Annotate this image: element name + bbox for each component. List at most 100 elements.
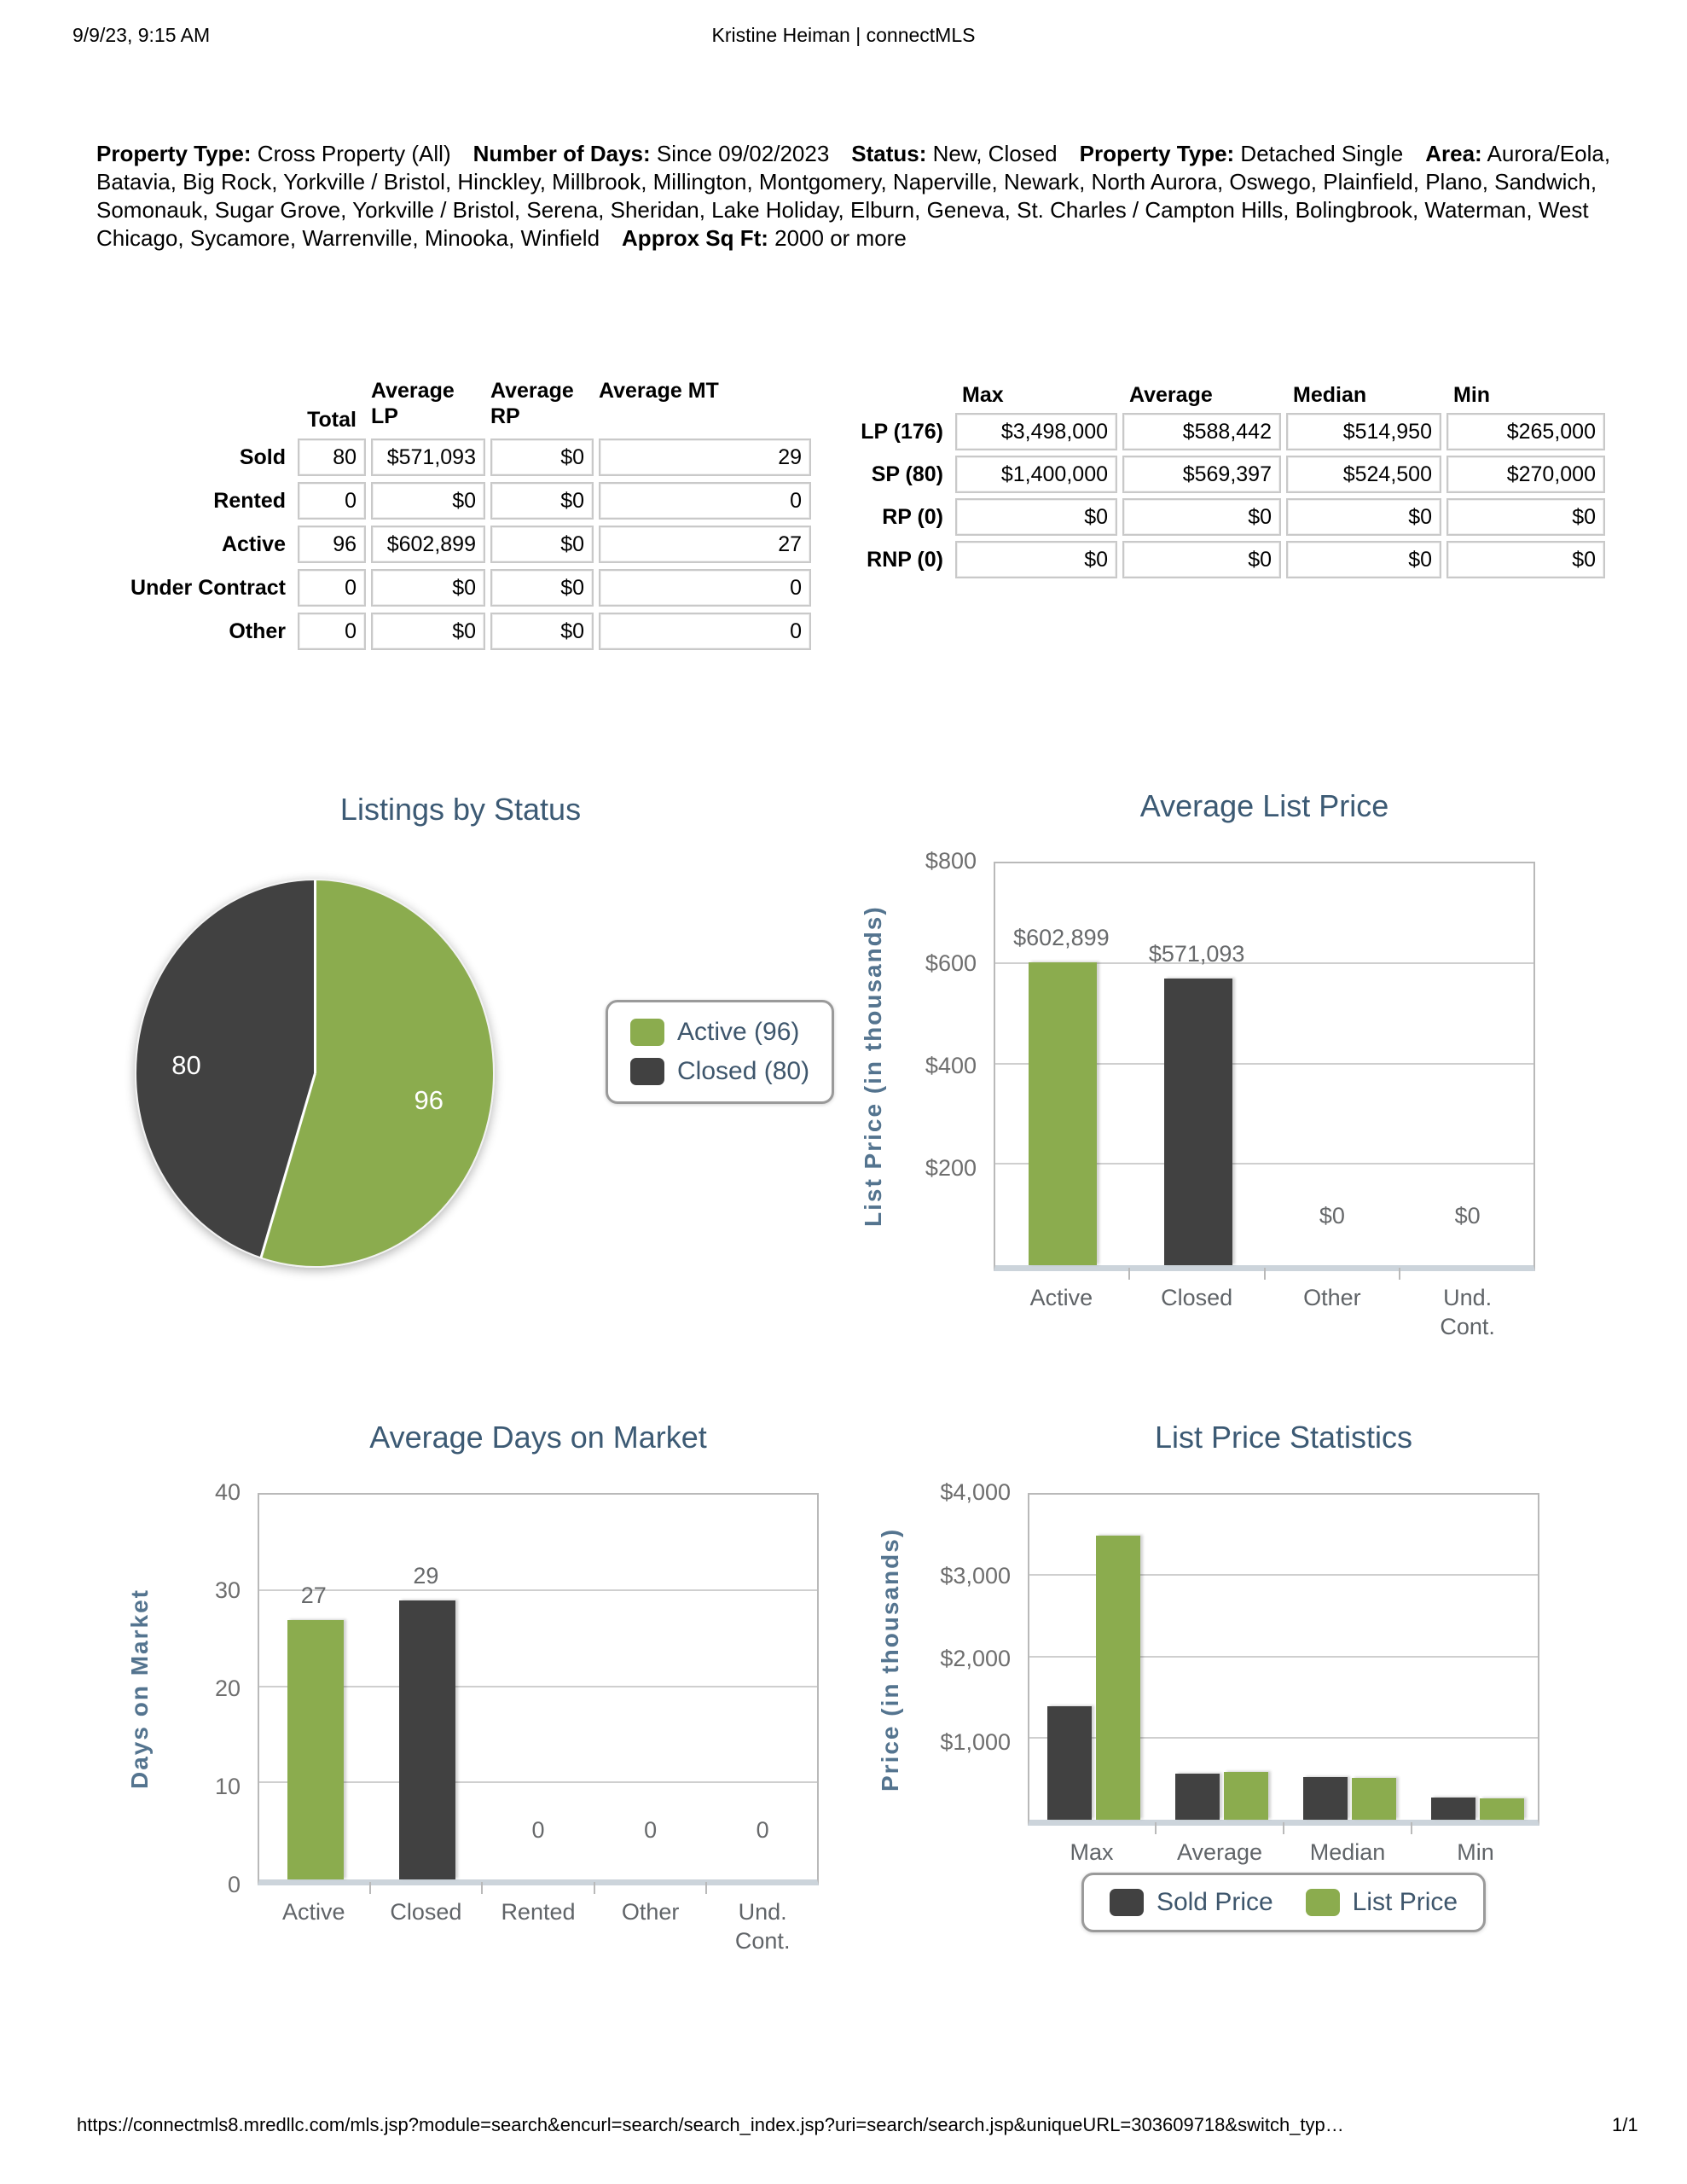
criteria-label-area: Area: xyxy=(1425,141,1482,166)
legend-label: Active (96) xyxy=(677,1018,800,1046)
cell-sold-avg-lp: $571,093 xyxy=(371,439,485,476)
legend-label: Sold Price xyxy=(1156,1888,1273,1916)
sold-price-swatch-icon xyxy=(1109,1889,1144,1916)
active-swatch-icon xyxy=(630,1019,664,1046)
cell-rented-total: 0 xyxy=(298,482,366,520)
cell-rented-avg-lp: $0 xyxy=(371,482,485,520)
row-label-lp: LP (176) xyxy=(861,420,943,444)
cell-active-avg-lp: $602,899 xyxy=(371,526,485,563)
cell-active-avg-rp: $0 xyxy=(490,526,594,563)
cell-sold-avg-rp: $0 xyxy=(490,439,594,476)
cell-rnp-max: $0 xyxy=(955,541,1117,578)
x-tick-label: Active xyxy=(282,1899,345,1925)
x-tick-label: Und. Cont. xyxy=(734,1899,791,1954)
chart-title: Listings by Status xyxy=(339,792,582,827)
y-tick-label: 30 xyxy=(214,1577,241,1603)
y-tick-label: 20 xyxy=(214,1676,241,1701)
row-label-other: Other xyxy=(229,619,286,643)
y-tick-label: $1,000 xyxy=(940,1728,1011,1755)
plot-area xyxy=(1028,1493,1539,1826)
x-axis-tick xyxy=(705,1882,708,1894)
x-axis-tick xyxy=(593,1882,595,1894)
cell-under-contract-avg-lp: $0 xyxy=(371,569,485,607)
row-label-sold: Sold xyxy=(239,445,286,469)
bar-list-price xyxy=(1095,1535,1140,1820)
gridline xyxy=(1029,1574,1538,1577)
row-label-rp: RP (0) xyxy=(882,505,943,529)
x-axis-tick xyxy=(1283,1822,1284,1834)
cell-other-avg-rp: $0 xyxy=(490,613,594,650)
cell-rp-average: $0 xyxy=(1122,498,1281,536)
cell-under-contract-avg-mt: 0 xyxy=(599,569,811,607)
criteria-label-property-type-2: Property Type: xyxy=(1079,141,1235,166)
data-label: 29 xyxy=(413,1563,439,1589)
data-label: $602,899 xyxy=(1013,925,1110,951)
x-axis-tick xyxy=(1155,1822,1157,1834)
cell-sp-average: $569,397 xyxy=(1122,456,1281,493)
search-criteria: Property Type: Cross Property (All) Numbe… xyxy=(96,140,1619,253)
column-header-average-mt: Average MT xyxy=(599,379,719,403)
legend-item-list-price: List Price xyxy=(1305,1888,1458,1917)
criteria-label-approx-sq-ft: Approx Sq Ft: xyxy=(622,225,768,251)
cell-other-avg-mt: 0 xyxy=(599,613,811,650)
column-header-total: Total xyxy=(307,408,357,432)
cell-rnp-average: $0 xyxy=(1122,541,1281,578)
y-tick-label: 0 xyxy=(227,1872,241,1897)
row-label-sp: SP (80) xyxy=(871,462,943,486)
x-tick-label: Max xyxy=(1070,1839,1114,1865)
x-axis-tick xyxy=(368,1882,371,1894)
gridline xyxy=(995,1062,1533,1065)
data-label: 0 xyxy=(531,1817,545,1843)
x-axis-tick xyxy=(1411,1822,1412,1834)
row-label-rented: Rented xyxy=(213,489,286,513)
row-label-active: Active xyxy=(221,532,286,556)
slice-divider xyxy=(258,1072,316,1259)
bar-list-price xyxy=(1479,1798,1524,1820)
x-axis-tick xyxy=(1263,1268,1266,1280)
criteria-value-property-type: Cross Property (All) xyxy=(257,141,451,166)
x-tick-label: Average xyxy=(1176,1839,1263,1865)
cell-lp-average: $588,442 xyxy=(1122,413,1281,450)
x-tick-label: Other xyxy=(621,1899,680,1925)
x-tick-label: Active xyxy=(1029,1285,1093,1310)
cell-rp-max: $0 xyxy=(955,498,1117,536)
cell-rented-avg-rp: $0 xyxy=(490,482,594,520)
data-label: $571,093 xyxy=(1148,940,1245,967)
column-header-max: Max xyxy=(962,383,1004,407)
x-tick-label: Und. Cont. xyxy=(1440,1285,1495,1339)
report-user-title: Kristine Heiman | connectMLS xyxy=(711,24,976,46)
gridline xyxy=(995,1163,1533,1165)
cell-lp-min: $265,000 xyxy=(1446,413,1605,450)
bar-closed xyxy=(399,1600,456,1879)
report-timestamp: 9/9/23, 9:15 AM xyxy=(72,24,211,46)
y-tick-label: $600 xyxy=(925,950,977,976)
x-tick-label: Min xyxy=(1457,1839,1494,1865)
criteria-label-status: Status: xyxy=(851,141,927,166)
slice-divider xyxy=(313,880,316,1073)
column-header-min: Min xyxy=(1453,383,1491,407)
x-tick-label: Other xyxy=(1303,1285,1361,1310)
cell-rnp-min: $0 xyxy=(1446,541,1605,578)
bar-active xyxy=(287,1619,344,1879)
pie-graphic: 80 96 xyxy=(135,879,495,1268)
cell-rp-min: $0 xyxy=(1446,498,1605,536)
gridline xyxy=(259,1685,817,1687)
data-label: 0 xyxy=(756,1817,769,1843)
x-tick-label: Closed xyxy=(390,1899,462,1925)
cell-lp-max: $3,498,000 xyxy=(955,413,1117,450)
cell-under-contract-avg-rp: $0 xyxy=(490,569,594,607)
chart-title: Average Days on Market xyxy=(369,1420,707,1455)
bar-active xyxy=(1029,962,1098,1265)
y-tick-label: $200 xyxy=(925,1155,977,1181)
y-tick-label: $2,000 xyxy=(940,1646,1011,1671)
legend-item-closed: Closed (80) xyxy=(630,1057,809,1086)
y-tick-label: $400 xyxy=(925,1053,977,1078)
bar-sold-price xyxy=(1430,1798,1475,1820)
pie-legend: Active (96) Closed (80) xyxy=(606,1000,835,1104)
list-price-swatch-icon xyxy=(1305,1889,1340,1916)
legend-label: Closed (80) xyxy=(677,1057,810,1085)
cell-other-total: 0 xyxy=(298,613,366,650)
cell-rnp-median: $0 xyxy=(1286,541,1441,578)
x-tick-label: Median xyxy=(1309,1839,1386,1865)
